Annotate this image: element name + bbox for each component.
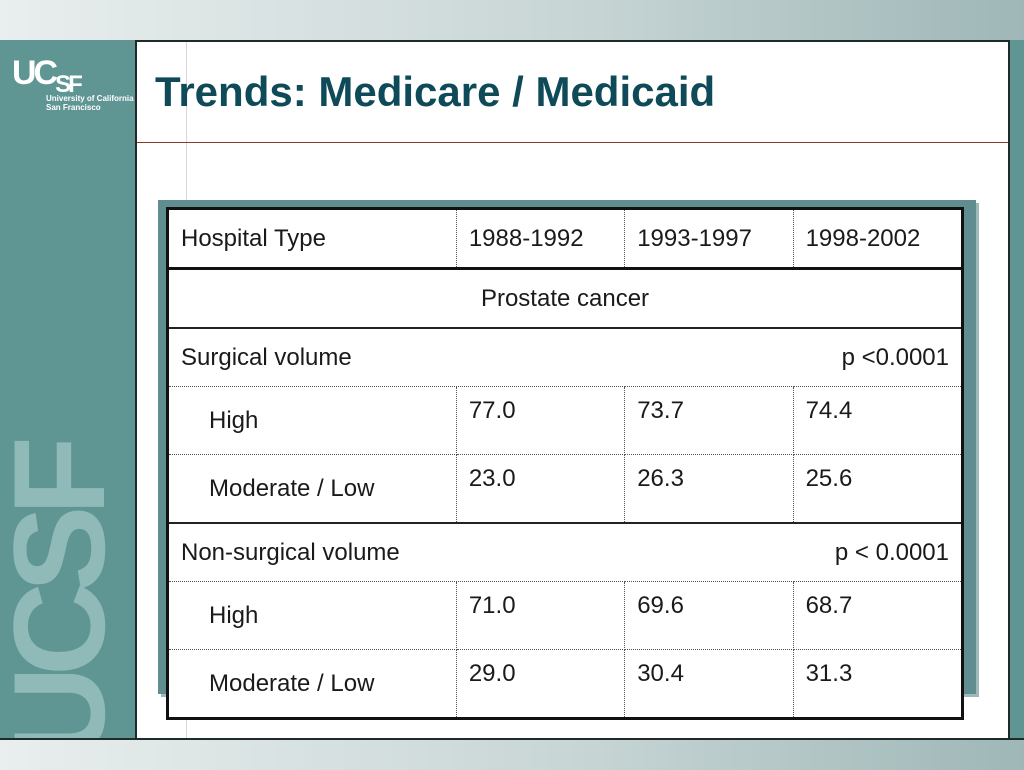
table-row: High 77.0 73.7 74.4 <box>167 386 963 455</box>
group-label: Surgical volume <box>181 343 352 371</box>
cell-value: 73.7 <box>624 386 794 455</box>
table-row: Moderate / Low 29.0 30.4 31.3 <box>167 649 963 719</box>
cell-value: 25.6 <box>793 454 963 524</box>
header-period-3: 1998-2002 <box>793 208 963 270</box>
cell-value: 77.0 <box>456 386 626 455</box>
group-row: Surgical volume p <0.0001 <box>167 328 963 387</box>
cell-value: 71.0 <box>456 581 626 650</box>
logo-line-university: University of California <box>46 94 134 103</box>
section-row: Prostate cancer <box>167 268 963 329</box>
row-label: Moderate / Low <box>167 649 457 719</box>
cell-value: 74.4 <box>793 386 963 455</box>
row-label: Moderate / Low <box>167 454 457 524</box>
group-p-value: p < 0.0001 <box>834 538 949 566</box>
logo-line-campus: San Francisco <box>46 103 101 112</box>
table-header-row: Hospital Type 1988-1992 1993-1997 1998-2… <box>167 208 963 270</box>
cell-value: 26.3 <box>624 454 794 524</box>
section-title: Prostate cancer <box>167 268 963 329</box>
group-row: Non-surgical volume p < 0.0001 <box>167 523 963 582</box>
header-period-2: 1993-1997 <box>624 208 794 270</box>
cell-value: 31.3 <box>805 660 853 687</box>
ucsf-watermark: UCSF <box>0 446 132 738</box>
group-label: Non-surgical volume <box>181 538 400 566</box>
header-period-1: 1988-1992 <box>456 208 626 270</box>
group-header: Surgical volume p <0.0001 <box>167 328 963 387</box>
cell-value: 30.4 <box>624 649 794 719</box>
logo-mark: UCSF <box>12 54 83 98</box>
group-header: Non-surgical volume p < 0.0001 <box>167 523 963 582</box>
ucsf-logo: UCSF University of California San Franci… <box>12 56 134 112</box>
top-band <box>0 0 1024 42</box>
sidebar: UCSF University of California San Franci… <box>0 40 137 738</box>
cell-value: 23.0 <box>456 454 626 524</box>
cell-value: 68.7 <box>793 581 963 650</box>
right-strip <box>1008 40 1024 738</box>
row-label: High <box>167 581 457 650</box>
table-row: Moderate / Low 23.0 26.3 25.6 <box>167 454 963 524</box>
trends-table: Hospital Type 1988-1992 1993-1997 1998-2… <box>166 207 964 720</box>
bottom-band <box>0 738 1024 770</box>
group-p-value: p <0.0001 <box>841 343 949 371</box>
row-label: High <box>167 386 457 455</box>
cell-value: 69.6 <box>624 581 794 650</box>
title-rule <box>137 142 1008 143</box>
table-row: High 71.0 69.6 68.7 <box>167 581 963 650</box>
cell-value: 29.0 <box>456 649 626 719</box>
slide-title: Trends: Medicare / Medicaid <box>155 68 716 115</box>
header-hospital-type: Hospital Type <box>167 208 457 270</box>
table-frame: Hospital Type 1988-1992 1993-1997 1998-2… <box>158 200 976 720</box>
